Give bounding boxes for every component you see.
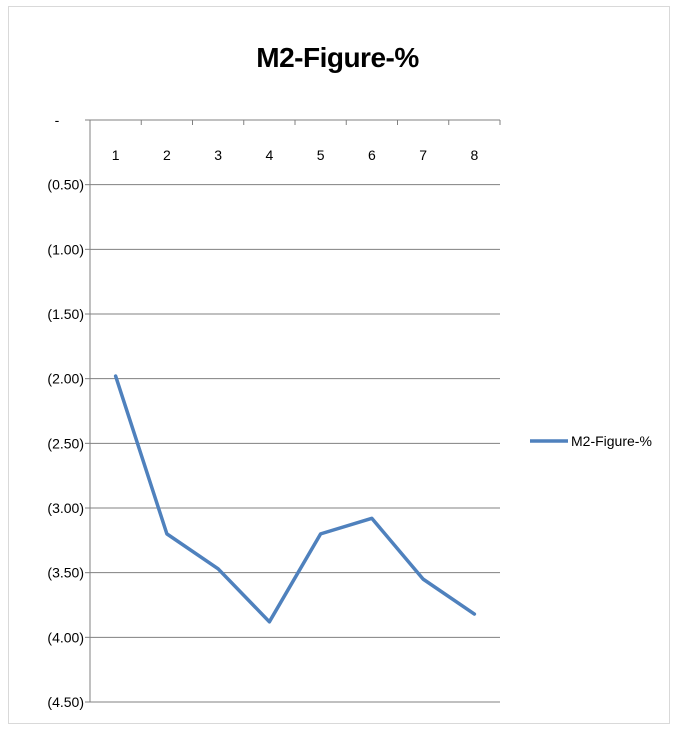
- chart-title: M2-Figure-%: [256, 42, 419, 73]
- data-point: [115, 376, 116, 377]
- x-tick-label: 8: [470, 147, 478, 163]
- y-tick-label: (4.00): [47, 629, 84, 645]
- y-tick-label: (1.00): [47, 241, 84, 257]
- legend-label: M2-Figure-%: [571, 433, 652, 449]
- data-point: [218, 568, 219, 569]
- x-tick-labels: 1 2 3 4 5 6 7 8: [112, 147, 479, 163]
- data-point: [371, 518, 372, 519]
- axes: [85, 119, 501, 703]
- data-point: [474, 614, 475, 615]
- y-tick-label: (4.50): [47, 694, 84, 710]
- y-tick-labels: - (0.50) (1.00) (1.50) (2.00) (2.50) (3.00) (3.…: [47, 112, 84, 710]
- x-tick-label: 2: [163, 147, 171, 163]
- y-tick-label: (3.00): [47, 500, 84, 516]
- x-tick-label: 3: [214, 147, 222, 163]
- legend: M2-Figure-%: [530, 433, 652, 449]
- x-tick-label: 6: [368, 147, 376, 163]
- gridlines: [90, 184, 500, 703]
- chart-frame: [8, 6, 670, 724]
- y-tick-label: (0.50): [47, 177, 84, 193]
- x-tick-label: 5: [317, 147, 325, 163]
- x-tick-label: 7: [419, 147, 427, 163]
- data-point: [320, 533, 321, 534]
- x-tick-label: 4: [265, 147, 273, 163]
- y-tick-label: (2.00): [47, 371, 84, 387]
- data-point: [269, 621, 270, 622]
- y-tick-label: (2.50): [47, 435, 84, 451]
- y-tick-label: (1.50): [47, 306, 84, 322]
- y-tick-label: -: [55, 112, 60, 128]
- series-line-0: [113, 374, 477, 624]
- y-tick-label: (3.50): [47, 565, 84, 581]
- series-lines: [113, 374, 477, 624]
- data-point: [423, 579, 424, 580]
- data-point: [166, 533, 167, 534]
- x-tick-label: 1: [112, 147, 120, 163]
